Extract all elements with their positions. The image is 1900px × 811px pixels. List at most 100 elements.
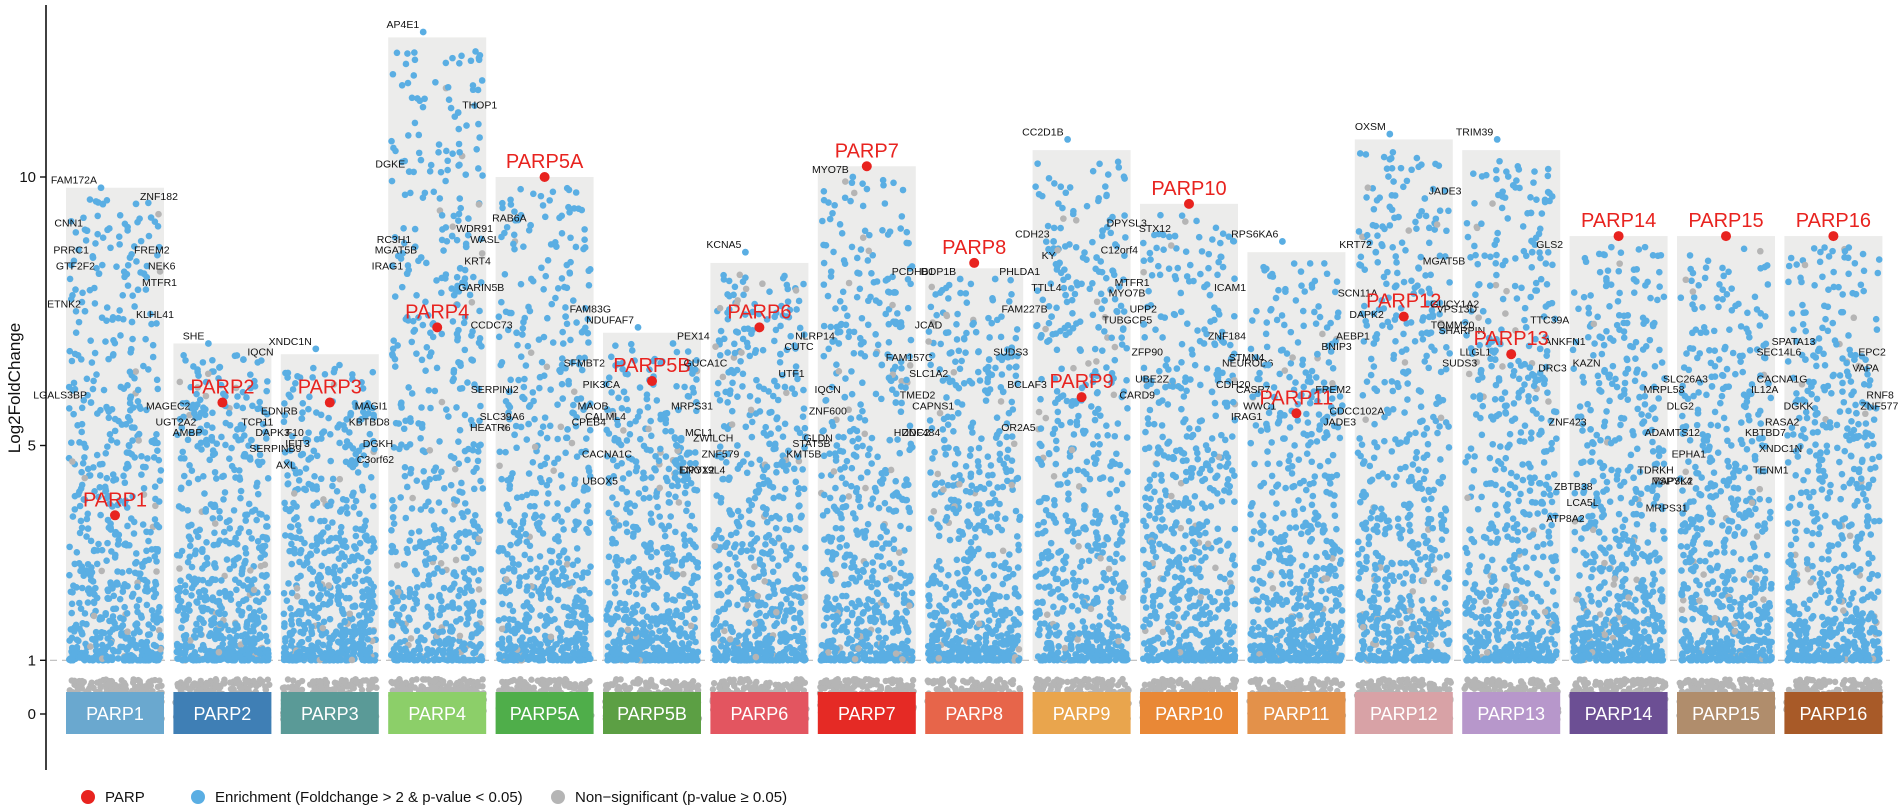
enrichment-point — [549, 339, 557, 346]
enrichment-point — [388, 542, 396, 550]
enrichment-point — [399, 646, 406, 654]
enrichment-point — [506, 601, 514, 609]
nonsig-point — [111, 681, 119, 689]
enrichment-point — [77, 517, 85, 525]
enrichment-point — [404, 79, 412, 87]
enrichment-point — [357, 619, 365, 627]
enrichment-point — [185, 479, 193, 487]
enrichment-point — [558, 275, 566, 282]
enrichment-point — [203, 539, 210, 546]
enrichment-point — [176, 603, 184, 611]
enrichment-point — [93, 371, 100, 378]
enrichment-point — [111, 339, 119, 347]
enrichment-point — [419, 655, 426, 662]
enrichment-point — [684, 348, 692, 355]
enrichment-point — [151, 483, 159, 490]
enrichment-point — [405, 384, 412, 391]
enrichment-point — [310, 364, 317, 372]
enrichment-point — [151, 553, 159, 560]
enrichment-point — [389, 513, 397, 521]
enrichment-point — [296, 558, 303, 566]
enrichment-point — [324, 502, 331, 510]
enrichment-point — [128, 450, 136, 458]
enrichment-point — [508, 309, 515, 317]
enrichment-point — [245, 500, 253, 508]
enrichment-point — [208, 433, 216, 441]
enrichment-point — [250, 623, 257, 630]
enrichment-point — [69, 656, 77, 664]
enrichment-point — [206, 456, 213, 464]
enrichment-point — [198, 604, 205, 612]
enrichment-point — [524, 615, 532, 622]
enrichment-point — [641, 474, 649, 481]
enrichment-point — [249, 402, 256, 410]
enrichment-point — [621, 578, 629, 586]
enrichment-point — [475, 120, 482, 128]
enrichment-point — [402, 60, 410, 68]
nonsig-point — [87, 643, 94, 650]
enrichment-point — [571, 480, 578, 488]
enrichment-point — [302, 465, 310, 472]
enrichment-point — [174, 431, 181, 439]
enrichment-point — [250, 628, 257, 635]
enrichment-point — [106, 617, 113, 625]
enrichment-point — [69, 513, 77, 520]
enrichment-point — [233, 586, 240, 594]
enrichment-point — [477, 402, 484, 410]
enrichment-point — [120, 472, 127, 480]
enrichment-point — [105, 355, 112, 363]
enrichment-point — [415, 528, 423, 535]
nonsig-point — [242, 677, 249, 684]
enrichment-point — [145, 232, 153, 240]
nonsig-point — [689, 678, 697, 685]
enrichment-point — [518, 493, 526, 501]
enrichment-point — [644, 403, 652, 411]
enrichment-point — [584, 613, 591, 620]
enrichment-point — [319, 600, 327, 608]
enrichment-point — [68, 609, 76, 617]
enrichment-point — [339, 542, 347, 549]
enrichment-point — [439, 628, 447, 635]
enrichment-point — [578, 620, 585, 627]
enrichment-point — [236, 467, 243, 474]
enrichment-point — [455, 460, 463, 467]
enrichment-point — [143, 262, 151, 270]
enrichment-point — [118, 569, 126, 576]
enrichment-point — [148, 320, 155, 328]
enrichment-point — [527, 275, 535, 283]
enrichment-point — [132, 560, 139, 567]
enrichment-point — [207, 501, 215, 508]
enrichment-point — [524, 342, 532, 350]
enrichment-point — [285, 656, 293, 664]
enrichment-point — [676, 592, 683, 599]
enrichment-point — [563, 320, 571, 328]
enrichment-point — [154, 548, 161, 555]
nonsig-point — [496, 462, 503, 470]
nonsig-point — [675, 499, 683, 506]
enrichment-point — [531, 502, 538, 510]
nonsig-point — [146, 678, 153, 685]
enrichment-point — [115, 314, 122, 322]
enrichment-point — [444, 166, 451, 174]
enrichment-point — [529, 648, 536, 656]
enrichment-point — [196, 593, 204, 601]
enrichment-point — [558, 212, 566, 220]
enrichment-point — [113, 624, 120, 632]
enrichment-point — [653, 397, 661, 404]
enrichment-point — [498, 359, 506, 366]
enrichment-point — [102, 449, 110, 457]
enrichment-point — [440, 247, 447, 254]
enrichment-point — [90, 464, 97, 471]
enrichment-point — [261, 624, 268, 632]
enrichment-point — [121, 603, 128, 611]
enrichment-point — [548, 300, 556, 308]
enrichment-point — [456, 60, 463, 67]
nonsig-point — [675, 684, 682, 691]
enrichment-point — [147, 310, 154, 318]
enrichment-point — [66, 571, 73, 579]
enrichment-point — [535, 336, 543, 343]
enrichment-point — [228, 462, 236, 470]
enrichment-point — [317, 574, 325, 581]
enrichment-point — [307, 454, 315, 461]
enrichment-point — [523, 436, 531, 443]
